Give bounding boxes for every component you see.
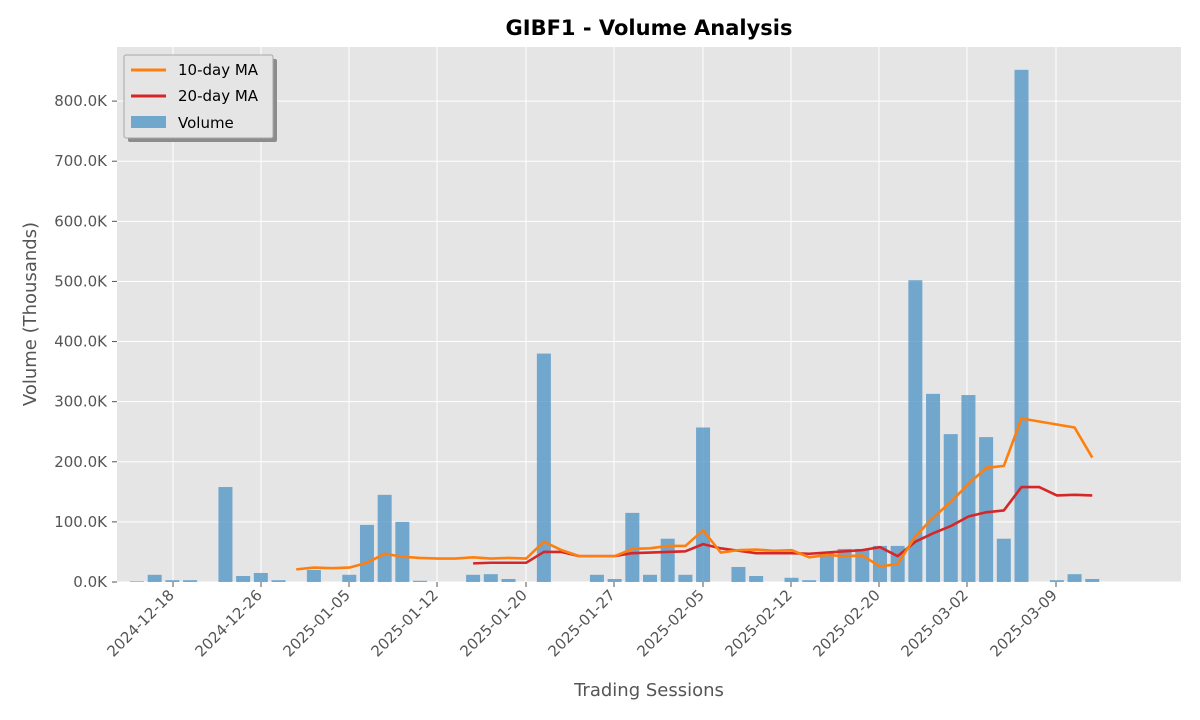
volume-bar bbox=[678, 574, 693, 582]
volume-bar bbox=[625, 512, 640, 582]
volume-bar bbox=[908, 280, 923, 582]
volume-bar bbox=[271, 580, 286, 582]
volume-bar bbox=[961, 395, 976, 582]
volume-bar bbox=[359, 524, 374, 582]
y-tick-label: 100.0K bbox=[54, 513, 108, 531]
volume-bar bbox=[979, 437, 994, 582]
volume-bar bbox=[802, 580, 817, 582]
x-tick-label: 2025-01-27 bbox=[544, 586, 618, 660]
volume-bar bbox=[660, 538, 675, 582]
volume-bar bbox=[607, 578, 622, 582]
x-tick-label: 2025-02-12 bbox=[721, 586, 795, 660]
volume-bars bbox=[130, 69, 1100, 582]
y-tick-label: 200.0K bbox=[54, 453, 108, 471]
volume-bar bbox=[819, 551, 834, 582]
volume-bar bbox=[696, 427, 711, 582]
volume-bar bbox=[1085, 578, 1100, 582]
moving-average-lines bbox=[296, 417, 1094, 571]
y-tick-label: 600.0K bbox=[54, 212, 108, 230]
volume-bar bbox=[643, 574, 658, 582]
volume-bar bbox=[218, 487, 233, 582]
volume-bar bbox=[236, 575, 251, 582]
y-tick-label: 800.0K bbox=[54, 92, 108, 110]
x-axis-ticks: 2024-12-18 2024-12-26 2025-01-05 2025-01-12… bbox=[103, 582, 1061, 660]
legend-label-ma10: 10-day MA bbox=[178, 61, 259, 79]
y-axis-label: Volume (Thousands) bbox=[20, 222, 41, 406]
x-tick-label: 2025-03-02 bbox=[897, 586, 971, 660]
volume-bar bbox=[784, 577, 799, 582]
volume-bar bbox=[130, 581, 144, 582]
y-axis-ticks: 0.0K 100.0K 200.0K 300.0K 400.0K 500.0K 600.0K… bbox=[54, 92, 117, 591]
x-tick-label: 2024-12-26 bbox=[191, 586, 265, 660]
volume-bar bbox=[926, 393, 941, 582]
volume-bar bbox=[1049, 580, 1064, 582]
volume-bar bbox=[1067, 574, 1082, 582]
plot-area bbox=[117, 47, 1181, 582]
x-tick-label: 2024-12-18 bbox=[103, 586, 177, 660]
legend-swatch-volume bbox=[131, 116, 166, 128]
volume-bar bbox=[377, 494, 392, 582]
y-tick-label: 300.0K bbox=[54, 393, 108, 411]
volume-bar bbox=[1014, 69, 1029, 582]
volume-bar bbox=[413, 580, 428, 582]
x-tick-label: 2025-02-20 bbox=[809, 586, 883, 660]
volume-bar bbox=[872, 545, 887, 582]
volume-bar bbox=[996, 538, 1011, 582]
x-tick-label: 2025-03-09 bbox=[986, 586, 1060, 660]
y-tick-label: 0.0K bbox=[73, 573, 108, 591]
legend-label-ma20: 20-day MA bbox=[178, 87, 259, 105]
x-axis-label: Trading Sessions bbox=[573, 680, 724, 701]
volume-bar bbox=[183, 580, 198, 582]
volume-bar bbox=[306, 569, 321, 582]
ma10-line bbox=[296, 417, 1094, 571]
volume-bar bbox=[165, 580, 180, 582]
legend-label-volume: Volume bbox=[178, 114, 234, 132]
legend: 10-day MA 20-day MA Volume bbox=[123, 54, 277, 142]
y-tick-label: 400.0K bbox=[54, 333, 108, 351]
y-tick-label: 500.0K bbox=[54, 272, 108, 290]
volume-bar bbox=[395, 521, 410, 582]
chart-title: GIBF1 - Volume Analysis bbox=[506, 16, 793, 40]
volume-bar bbox=[466, 574, 481, 582]
x-tick-label: 2025-01-20 bbox=[456, 586, 530, 660]
volume-bar bbox=[342, 574, 357, 582]
volume-bar bbox=[253, 572, 268, 582]
volume-bar bbox=[536, 353, 551, 582]
volume-bar bbox=[501, 578, 516, 582]
volume-bar bbox=[589, 574, 604, 582]
x-tick-label: 2025-01-05 bbox=[279, 586, 353, 660]
volume-bar bbox=[147, 574, 162, 582]
volume-bar bbox=[749, 575, 764, 582]
volume-bar bbox=[943, 434, 958, 582]
x-tick-label: 2025-02-05 bbox=[633, 586, 707, 660]
x-tick-label: 2025-01-12 bbox=[367, 586, 441, 660]
volume-bar bbox=[855, 548, 870, 582]
volume-bar bbox=[731, 566, 746, 582]
volume-bar bbox=[483, 574, 498, 582]
y-tick-label: 700.0K bbox=[54, 152, 108, 170]
volume-bar bbox=[837, 548, 852, 582]
